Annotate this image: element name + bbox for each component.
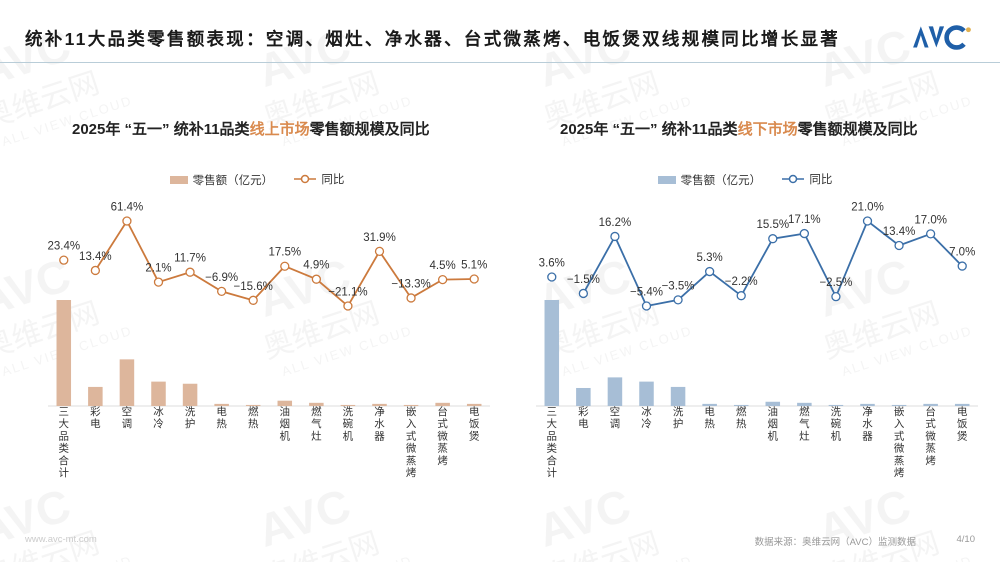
svg-text:燃气灶: 燃气灶 <box>311 405 322 442</box>
svg-text:13.4%: 13.4% <box>883 226 916 238</box>
svg-text:燃气灶: 燃气灶 <box>799 405 810 442</box>
svg-text:燃热: 燃热 <box>248 405 259 430</box>
svg-text:−21.1%: −21.1% <box>328 287 367 299</box>
svg-text:2.1%: 2.1% <box>145 263 171 275</box>
svg-text:−1.5%: −1.5% <box>567 274 600 286</box>
svg-text:台式微蒸烤: 台式微蒸烤 <box>925 405 936 467</box>
svg-text:空调: 空调 <box>610 405 621 430</box>
svg-text:7.0%: 7.0% <box>949 247 975 259</box>
svg-text:−2.5%: −2.5% <box>819 277 852 289</box>
svg-text:空调: 空调 <box>122 405 132 430</box>
svg-text:净水器: 净水器 <box>862 405 873 442</box>
svg-text:嵌入式微蒸烤: 嵌入式微蒸烤 <box>406 406 417 479</box>
svg-text:−15.6%: −15.6% <box>234 281 273 293</box>
svg-text:洗碗机: 洗碗机 <box>831 406 842 442</box>
svg-text:−2.2%: −2.2% <box>725 276 758 288</box>
svg-text:冰冷: 冰冷 <box>153 405 164 430</box>
svg-text:油烟机: 油烟机 <box>768 405 779 442</box>
svg-text:电热: 电热 <box>704 405 715 430</box>
svg-text:11.7%: 11.7% <box>174 253 206 265</box>
svg-text:4.9%: 4.9% <box>303 260 329 272</box>
svg-text:三大品类合计: 三大品类合计 <box>59 406 70 479</box>
svg-text:31.9%: 31.9% <box>363 232 396 244</box>
svg-text:三大品类合计: 三大品类合计 <box>547 406 558 479</box>
svg-text:61.4%: 61.4% <box>111 202 144 214</box>
svg-text:洗碗机: 洗碗机 <box>343 406 354 442</box>
svg-text:电饭煲: 电饭煲 <box>957 405 968 442</box>
svg-text:电热: 电热 <box>216 405 227 430</box>
svg-text:15.5%: 15.5% <box>756 219 789 231</box>
svg-text:嵌入式微蒸烤: 嵌入式微蒸烤 <box>894 406 905 479</box>
svg-text:洗护: 洗护 <box>673 406 684 430</box>
svg-text:5.1%: 5.1% <box>461 260 487 272</box>
svg-text:洗护: 洗护 <box>185 406 196 430</box>
svg-text:彩电: 彩电 <box>578 406 589 430</box>
svg-text:17.0%: 17.0% <box>914 214 947 226</box>
svg-text:燃热: 燃热 <box>736 405 747 430</box>
svg-text:彩电: 彩电 <box>90 406 101 430</box>
svg-text:冰冷: 冰冷 <box>641 405 652 430</box>
svg-text:−5.4%: −5.4% <box>630 287 663 299</box>
svg-text:−3.5%: −3.5% <box>662 280 695 292</box>
svg-text:17.1%: 17.1% <box>788 214 821 226</box>
svg-text:电饭煲: 电饭煲 <box>469 405 480 442</box>
svg-text:4.5%: 4.5% <box>430 260 456 272</box>
svg-text:5.3%: 5.3% <box>697 252 723 264</box>
svg-text:净水器: 净水器 <box>374 405 385 442</box>
svg-text:17.5%: 17.5% <box>268 247 301 259</box>
svg-text:13.4%: 13.4% <box>79 251 112 263</box>
svg-text:−13.3%: −13.3% <box>391 278 430 290</box>
svg-text:3.6%: 3.6% <box>539 258 565 270</box>
svg-text:21.0%: 21.0% <box>851 202 884 214</box>
svg-text:23.4%: 23.4% <box>47 241 80 253</box>
svg-text:油烟机: 油烟机 <box>280 405 291 442</box>
svg-text:16.2%: 16.2% <box>599 217 632 229</box>
svg-text:台式微蒸烤: 台式微蒸烤 <box>437 405 448 467</box>
